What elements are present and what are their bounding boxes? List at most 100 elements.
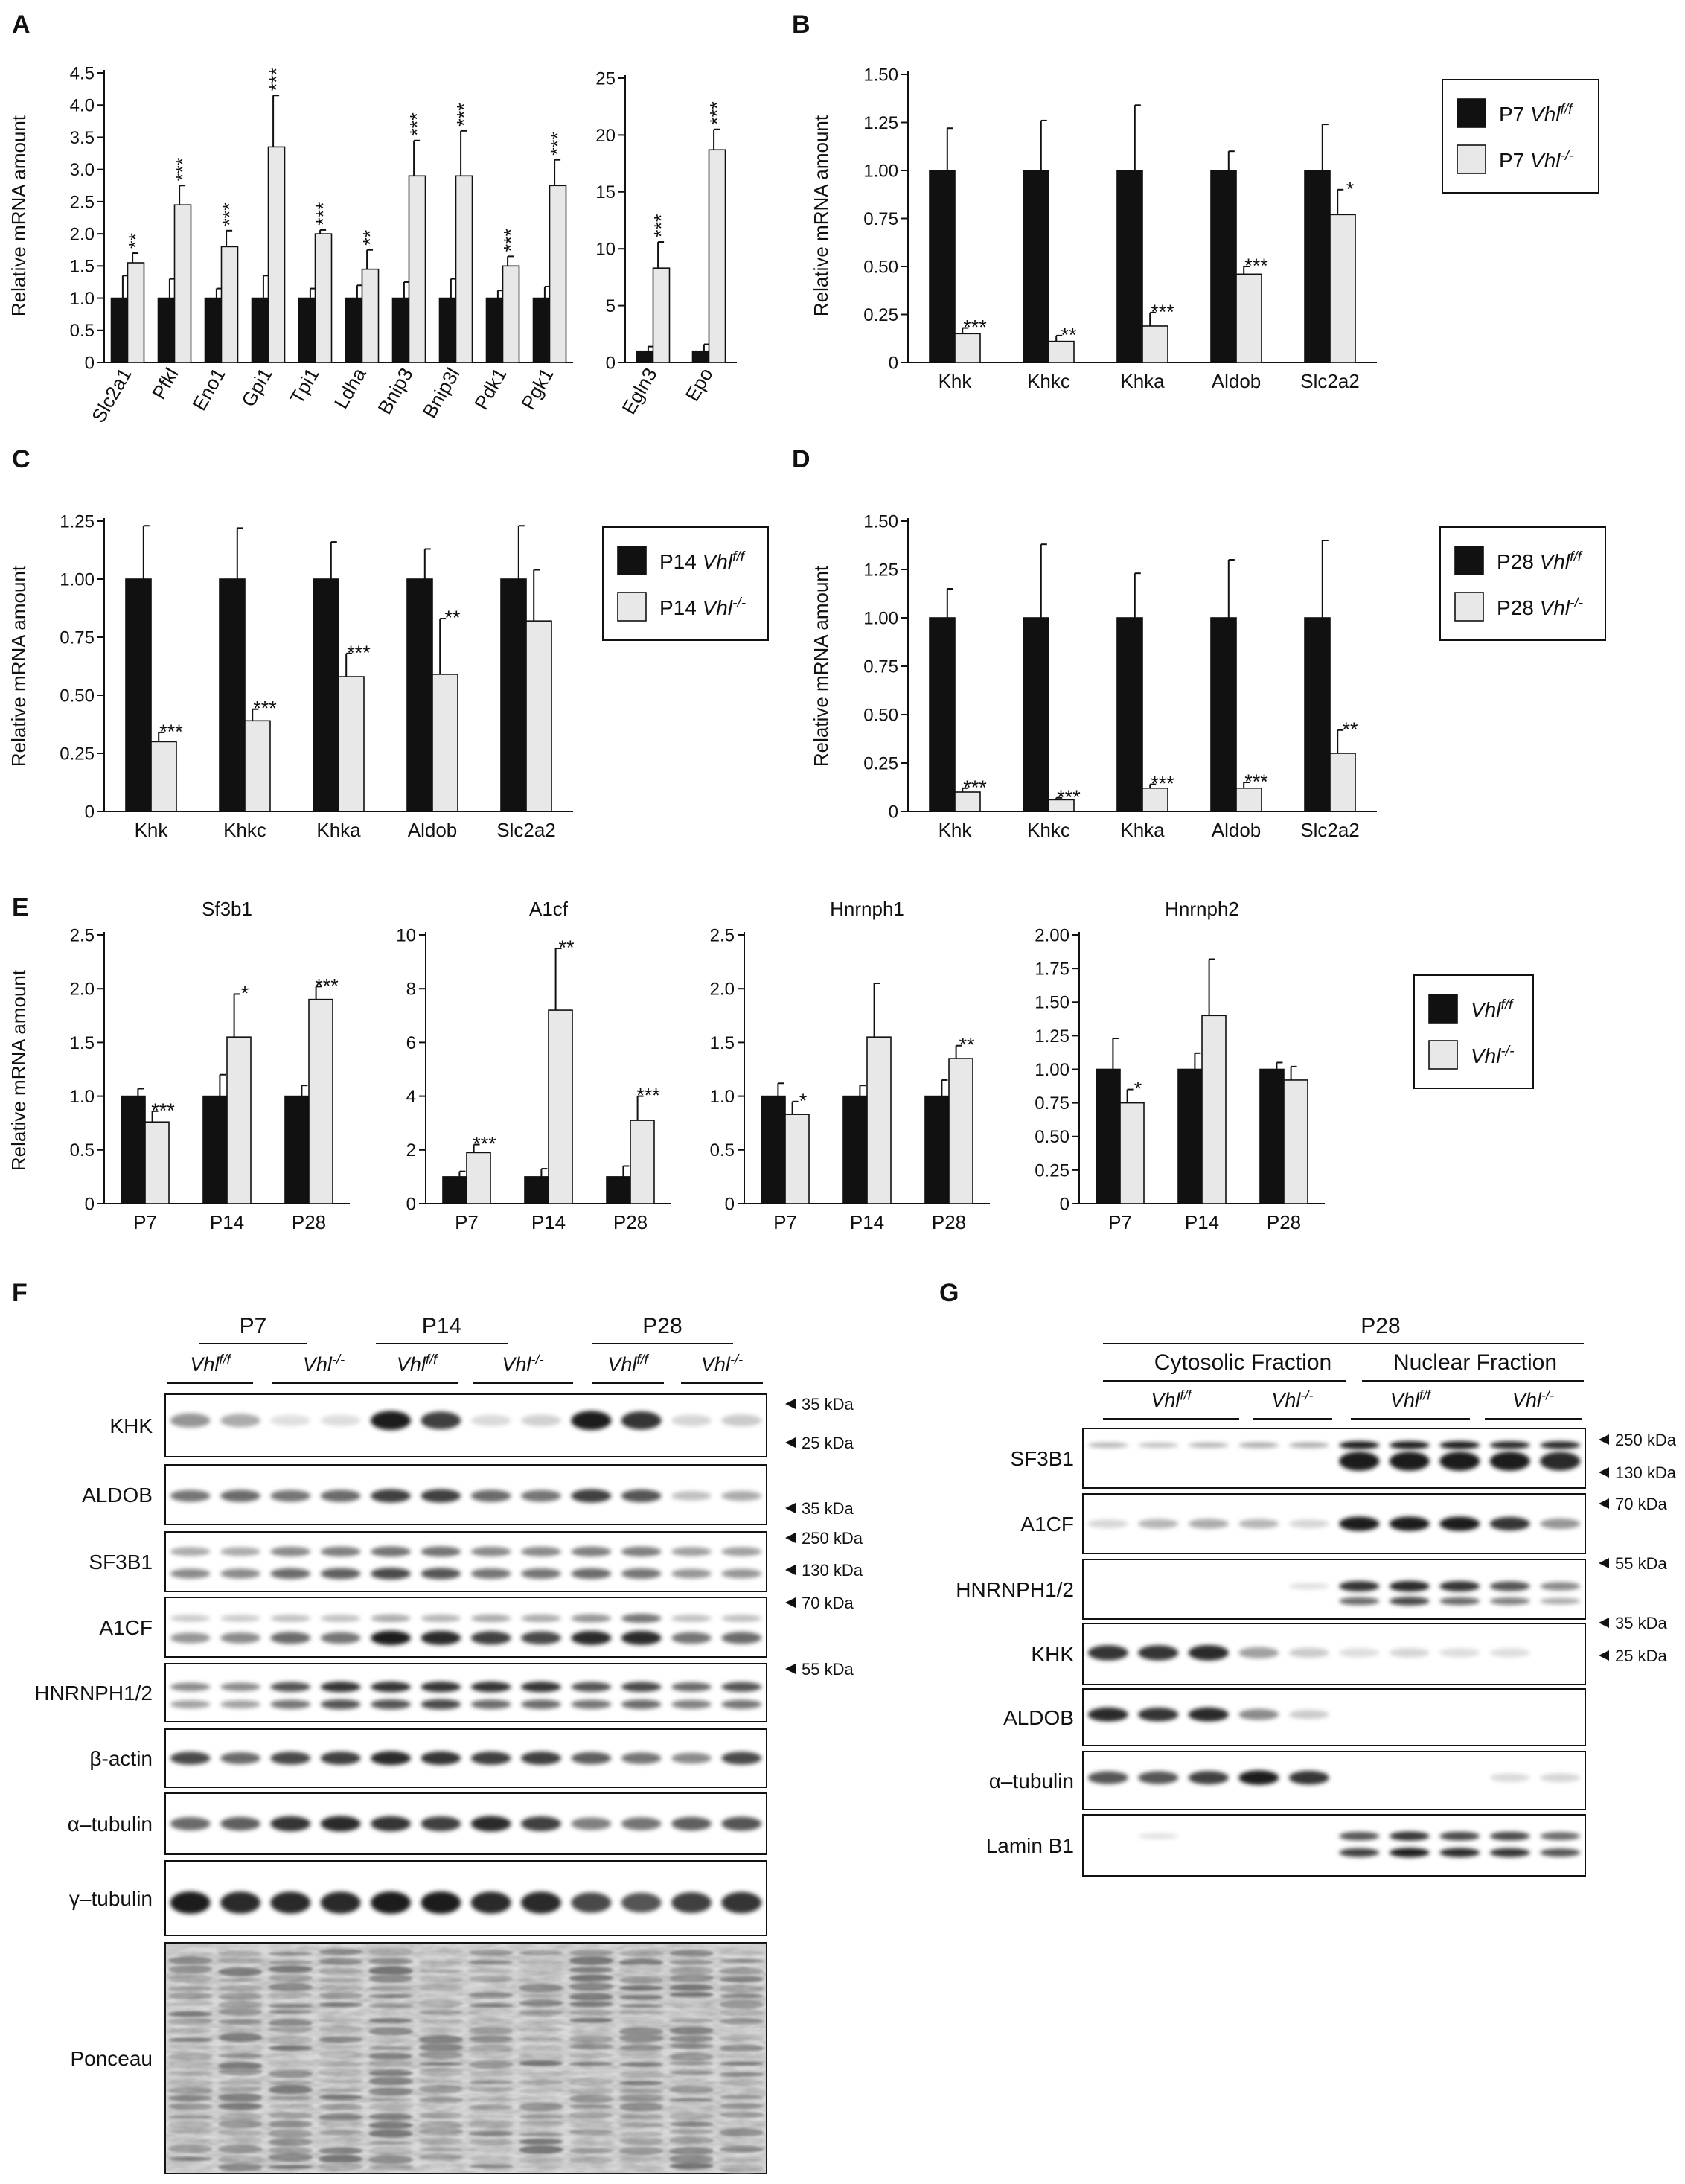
- bar-knockout: [525, 620, 552, 812]
- chart-title: Sf3b1: [202, 898, 252, 920]
- blot-frame: [164, 1663, 767, 1722]
- blot-band: [1389, 1452, 1430, 1471]
- significance-label: **: [359, 229, 382, 246]
- marker-arrow: [1599, 1650, 1609, 1661]
- marker-arrow: [785, 1533, 796, 1543]
- blot-band: [571, 1614, 612, 1623]
- blot-band: [220, 1632, 260, 1644]
- y-tick-label: 1.25: [863, 560, 898, 580]
- blot-g-1: A1CF: [1020, 1493, 1586, 1554]
- blot-band: [371, 1489, 411, 1503]
- significance-label: ***: [315, 974, 339, 997]
- y-tick-label: 1.5: [710, 1033, 735, 1053]
- blot-band: [1188, 1771, 1229, 1785]
- panel-letter: B: [792, 10, 810, 39]
- blot-label: SF3B1: [1010, 1447, 1074, 1470]
- bar-knockout: [549, 185, 567, 363]
- blot-label: A1CF: [99, 1616, 153, 1639]
- bar-knockout: [948, 1058, 973, 1204]
- blot-g-4: ALDOB: [1003, 1688, 1586, 1746]
- bar-control: [1023, 170, 1049, 363]
- blot-label: ALDOB: [82, 1484, 153, 1507]
- x-tick-label: Khka: [316, 819, 361, 841]
- chart-title: A1cf: [529, 898, 569, 920]
- chart-title: Hnrnph1: [830, 898, 904, 920]
- bar-knockout: [173, 204, 192, 363]
- blot-bands: [170, 1546, 762, 1580]
- chart-D: 0 0.25 0.50 0.75 1.00 1.25 1.50 *** Khk *** Khkc **…: [863, 511, 1377, 841]
- marker-label: 25 kDa: [802, 1434, 854, 1452]
- blot-band: [270, 1816, 311, 1832]
- y-tick-label: 0.5: [70, 321, 95, 341]
- significance-label: ***: [266, 67, 288, 91]
- blot-band: [371, 1816, 411, 1832]
- marker-arrow: [785, 1664, 796, 1674]
- blot-band: [1389, 1580, 1430, 1592]
- blot-band: [1339, 1516, 1380, 1531]
- significance-label: ***: [650, 214, 673, 237]
- blot-band: [1188, 1519, 1229, 1529]
- chart-C: 0 0.25 0.50 0.75 1.00 1.25 *** Khk *** Khkc *** Khk…: [60, 511, 573, 841]
- blot-band: [320, 1816, 361, 1832]
- blot-bands: [1087, 1644, 1530, 1661]
- y-tick-label: 0.50: [863, 257, 898, 277]
- blot-band: [170, 1817, 211, 1830]
- legend-swatch: [617, 546, 647, 575]
- blot-band: [621, 1699, 662, 1709]
- blot-band: [170, 1891, 211, 1915]
- x-tick-label: Ldha: [330, 364, 371, 413]
- bar-knockout: [308, 998, 333, 1204]
- blot-band: [421, 1816, 461, 1831]
- charts-layer: 00.51.01.52.02.53.03.54.04.5**Slc2a1***P…: [60, 63, 1377, 1233]
- y-tick-label: 10: [595, 240, 616, 260]
- bar-knockout: [1119, 1102, 1145, 1204]
- blot-band: [1087, 1519, 1128, 1528]
- significance-label: *: [1134, 1078, 1142, 1100]
- age-label: P14: [422, 1314, 461, 1338]
- blot-frame: [164, 1393, 767, 1457]
- bar-knockout: [338, 676, 365, 812]
- blot-band: [470, 1682, 511, 1693]
- panel-letter: C: [12, 445, 31, 473]
- blot-band: [1339, 1597, 1380, 1606]
- blot-band: [320, 1615, 361, 1622]
- blot-band: [320, 1568, 361, 1580]
- blot-band: [470, 1631, 511, 1645]
- blot-band: [1540, 1773, 1581, 1782]
- blot-band: [1389, 1441, 1430, 1449]
- blot-band: [421, 1699, 461, 1710]
- legend-swatch: [617, 592, 647, 622]
- y-tick-label: 1.00: [1035, 1060, 1069, 1080]
- genotype-superscript: f/f: [636, 1352, 649, 1367]
- blot-band: [621, 1568, 662, 1579]
- genotype-label: Vhl-/-: [1512, 1388, 1554, 1411]
- genotype-gene: Vhl: [1151, 1389, 1180, 1411]
- marker-label: 25 kDa: [1615, 1647, 1667, 1665]
- genotype-gene: Vhl: [701, 1353, 731, 1376]
- marker-arrow: [785, 1597, 796, 1608]
- x-tick-label: Eno1: [188, 364, 229, 415]
- y-tick-label: 3.5: [70, 128, 95, 148]
- blot-band: [371, 1614, 411, 1623]
- blot-band: [1087, 1645, 1128, 1661]
- blot-band: [170, 1489, 211, 1502]
- blot-band: [1489, 1597, 1530, 1606]
- blot-band: [1288, 1770, 1329, 1785]
- blot-frame: [164, 1792, 767, 1855]
- genotype-superscript: -/-: [531, 1352, 543, 1367]
- blot-band: [470, 1568, 511, 1579]
- marker-label: 55 kDa: [1615, 1554, 1667, 1573]
- blot-band: [721, 1816, 762, 1831]
- bar-knockout: [954, 791, 981, 812]
- genotype-superscript: -/-: [730, 1352, 743, 1367]
- genotype-prefix: P28: [1497, 550, 1540, 573]
- blot-band: [371, 1630, 411, 1646]
- chart-B: 00.250.500.751.001.251.50***Khk**Khkc***…: [863, 65, 1377, 392]
- blot-band: [1439, 1441, 1480, 1449]
- blot-band: [521, 1699, 561, 1709]
- bar-control: [251, 297, 269, 363]
- fraction-label: Nuclear Fraction: [1393, 1350, 1557, 1375]
- genotype-label: P14 Vhl-/-: [659, 596, 746, 619]
- genotype-superscript: -/-: [1541, 1388, 1554, 1403]
- blot-band: [320, 1699, 361, 1710]
